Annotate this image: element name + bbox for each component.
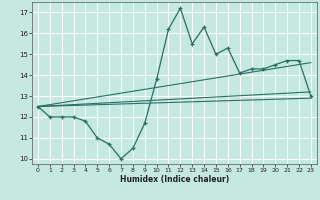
X-axis label: Humidex (Indice chaleur): Humidex (Indice chaleur) bbox=[120, 175, 229, 184]
